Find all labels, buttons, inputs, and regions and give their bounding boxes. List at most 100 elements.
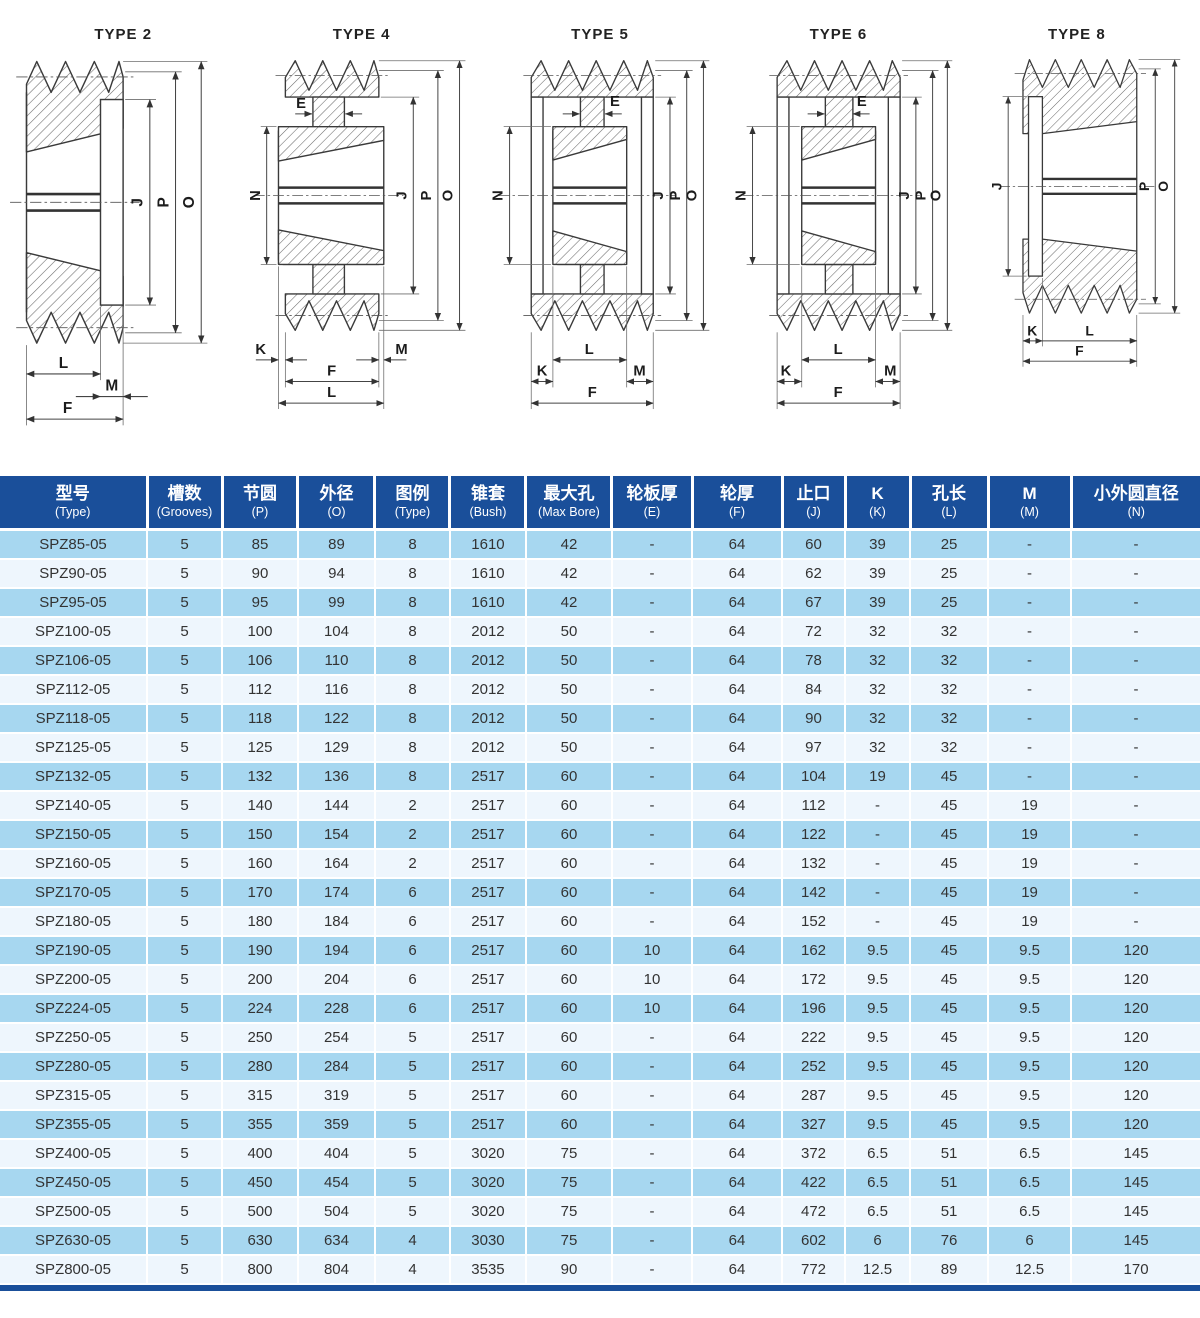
table-cell: -: [611, 791, 694, 822]
column-header-zh: 小外圆直径: [1093, 484, 1179, 503]
table-cell: SPZ132-05: [0, 762, 148, 793]
table-cell: 372: [782, 1139, 846, 1170]
table-cell: 45: [910, 965, 990, 996]
table-cell: 42: [525, 559, 613, 590]
table-cell: 228: [297, 994, 376, 1025]
dim-label-l: L: [327, 385, 336, 401]
table-cell: 64: [692, 849, 783, 880]
table-cell: 2012: [449, 733, 527, 764]
table-row: SPZ100-05 5 100 104 8 2012 50-64 72 32 32- -: [0, 617, 1200, 648]
diagram-type4: TYPE 4 E: [242, 0, 480, 476]
table-cell: 804: [297, 1255, 376, 1286]
table-cell: 64: [692, 1226, 783, 1257]
table-cell: 10: [611, 936, 694, 967]
table-cell: SPZ450-05: [0, 1168, 148, 1199]
table-cell: 200: [222, 965, 299, 996]
table-cell: 2517: [449, 907, 527, 938]
table-cell: 144: [297, 791, 376, 822]
column-header-zh: 型号: [55, 484, 90, 503]
column-header-zh: 外径: [319, 484, 354, 503]
table-cell: 122: [782, 820, 846, 851]
diagram-title: TYPE 5: [571, 26, 629, 43]
type4-cross-section: E N J P O K M F L: [248, 60, 466, 410]
table-row: SPZ280-05 5 280 284 5 2517 60-64 252 9.5 45 9.5 120: [0, 1052, 1200, 1083]
table-cell: 145: [1071, 1226, 1200, 1257]
table-row: SPZ106-05 5 106 110 8 2012 50-64 78 32 32- -: [0, 646, 1200, 677]
table-cell: 120: [1071, 1110, 1200, 1141]
table-row: SPZ125-05 5 125 129 8 2012 50-64 97 32 32- -: [0, 733, 1200, 764]
diagram-type6: TYPE 6 E: [719, 0, 957, 476]
table-cell: SPZ140-05: [0, 791, 148, 822]
table-cell: -: [845, 791, 912, 822]
table-row: SPZ118-05 5 118 122 8 2012 50-64 90 32 32- -: [0, 704, 1200, 735]
table-cell: 45: [910, 820, 990, 851]
table-cell: 2517: [449, 1023, 527, 1054]
table-cell: 6: [845, 1226, 912, 1257]
table-cell: SPZ118-05: [0, 704, 148, 735]
column-header-en: (E): [643, 505, 661, 520]
table-row: SPZ85-05 5 85 89 8 1610 42-64 60 39 25- -: [0, 529, 1200, 561]
table-row: SPZ800-05 5 800 804 4 3535 90-64 772 12.5 89 12.5 1…: [0, 1255, 1200, 1286]
dim-label-p: P: [668, 190, 684, 200]
table-cell: 51: [910, 1168, 990, 1199]
table-cell: 154: [297, 820, 376, 851]
column-header-zh: K: [871, 484, 884, 503]
table-cell: 60: [525, 965, 613, 996]
table-cell: 8: [374, 617, 451, 648]
table-cell: 2012: [449, 646, 527, 677]
table-cell: 45: [910, 1023, 990, 1054]
table-cell: 32: [910, 675, 990, 706]
table-cell: 5: [147, 1081, 223, 1112]
table-cell: 2: [374, 820, 451, 851]
table-cell: 9.5: [988, 994, 1073, 1025]
table-cell: 120: [1071, 1081, 1200, 1112]
table-cell: 254: [297, 1023, 376, 1054]
table-cell: 64: [692, 588, 783, 619]
table-cell: 140: [222, 791, 299, 822]
table-cell: 120: [1071, 936, 1200, 967]
table-cell: 51: [910, 1197, 990, 1228]
table-cell: 42: [525, 529, 613, 561]
table-cell: -: [611, 704, 694, 735]
table-cell: 60: [525, 1052, 613, 1083]
table-cell: -: [611, 529, 694, 561]
table-cell: SPZ112-05: [0, 675, 148, 706]
table-cell: 222: [782, 1023, 846, 1054]
table-cell: 64: [692, 965, 783, 996]
table-cell: 9.5: [988, 1023, 1073, 1054]
table-row: SPZ160-05 5 160 164 2 2517 60-64 132-45 19-: [0, 849, 1200, 880]
table-cell: 120: [1071, 1052, 1200, 1083]
table-cell: 164: [297, 849, 376, 880]
table-cell: 9.5: [988, 1081, 1073, 1112]
table-cell: -: [988, 675, 1073, 706]
table-cell: -: [611, 588, 694, 619]
table-cell: 9.5: [988, 1110, 1073, 1141]
table-cell: 404: [297, 1139, 376, 1170]
table-cell: 5: [147, 1168, 223, 1199]
table-cell: 2012: [449, 704, 527, 735]
table-cell: -: [611, 849, 694, 880]
table-cell: 2012: [449, 675, 527, 706]
dim-label-o: O: [685, 190, 701, 201]
table-cell: 110: [297, 646, 376, 677]
table-cell: SPZ160-05: [0, 849, 148, 880]
table-cell: 3535: [449, 1255, 527, 1286]
table-cell: 2517: [449, 1081, 527, 1112]
column-header-en: (M): [1020, 505, 1039, 520]
table-cell: 50: [525, 733, 613, 764]
table-cell: -: [611, 1197, 694, 1228]
table-cell: 284: [297, 1052, 376, 1083]
table-cell: 3020: [449, 1139, 527, 1170]
table-cell: 5: [147, 762, 223, 793]
dim-label-o: O: [441, 190, 457, 201]
table-cell: 9.5: [845, 965, 912, 996]
table-cell: SPZ355-05: [0, 1110, 148, 1141]
table-row: SPZ630-05 5 630 634 4 3030 75-64 602 6 76 6 145: [0, 1226, 1200, 1257]
dim-label-k: K: [780, 364, 791, 380]
table-cell: 78: [782, 646, 846, 677]
table-cell: 39: [845, 559, 912, 590]
table-cell: 6: [988, 1226, 1073, 1257]
table-cell: 19: [988, 791, 1073, 822]
table-cell: 9.5: [845, 1023, 912, 1054]
table-cell: SPZ630-05: [0, 1226, 148, 1257]
